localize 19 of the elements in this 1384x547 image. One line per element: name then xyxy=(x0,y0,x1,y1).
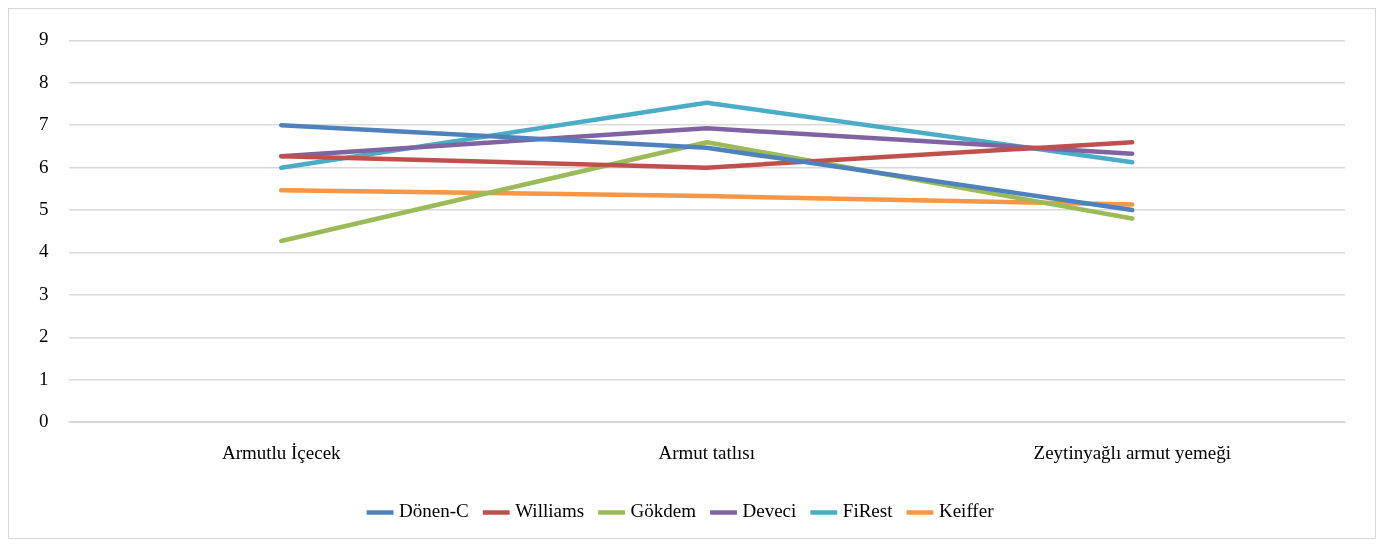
y-tick-label: 8 xyxy=(39,70,49,92)
y-tick-label: 5 xyxy=(39,198,49,220)
y-tick-label: 1 xyxy=(39,367,49,389)
x-tick-label: Armut tatlısı xyxy=(658,441,756,463)
y-tick-label: 9 xyxy=(39,28,49,50)
legend-label: FiRest xyxy=(842,500,894,522)
legend-label: Dönen-C xyxy=(399,500,469,522)
legend-label: Gökdem xyxy=(630,500,697,522)
x-tick-label: Armutlu İçecek xyxy=(221,441,342,463)
y-tick-label: 0 xyxy=(39,410,49,432)
y-tick-label: 7 xyxy=(39,113,49,135)
y-tick-label: 2 xyxy=(39,325,49,347)
legend-label: Deveci xyxy=(742,500,797,522)
x-tick-label: Zeytinyağlı armut yemeği xyxy=(1033,441,1231,463)
y-tick-label: 4 xyxy=(39,240,49,262)
y-tick-label: 6 xyxy=(39,155,49,177)
y-tick-label: 3 xyxy=(39,282,49,304)
legend-label: Williams xyxy=(515,500,585,522)
legend-label: Keiffer xyxy=(938,500,995,522)
